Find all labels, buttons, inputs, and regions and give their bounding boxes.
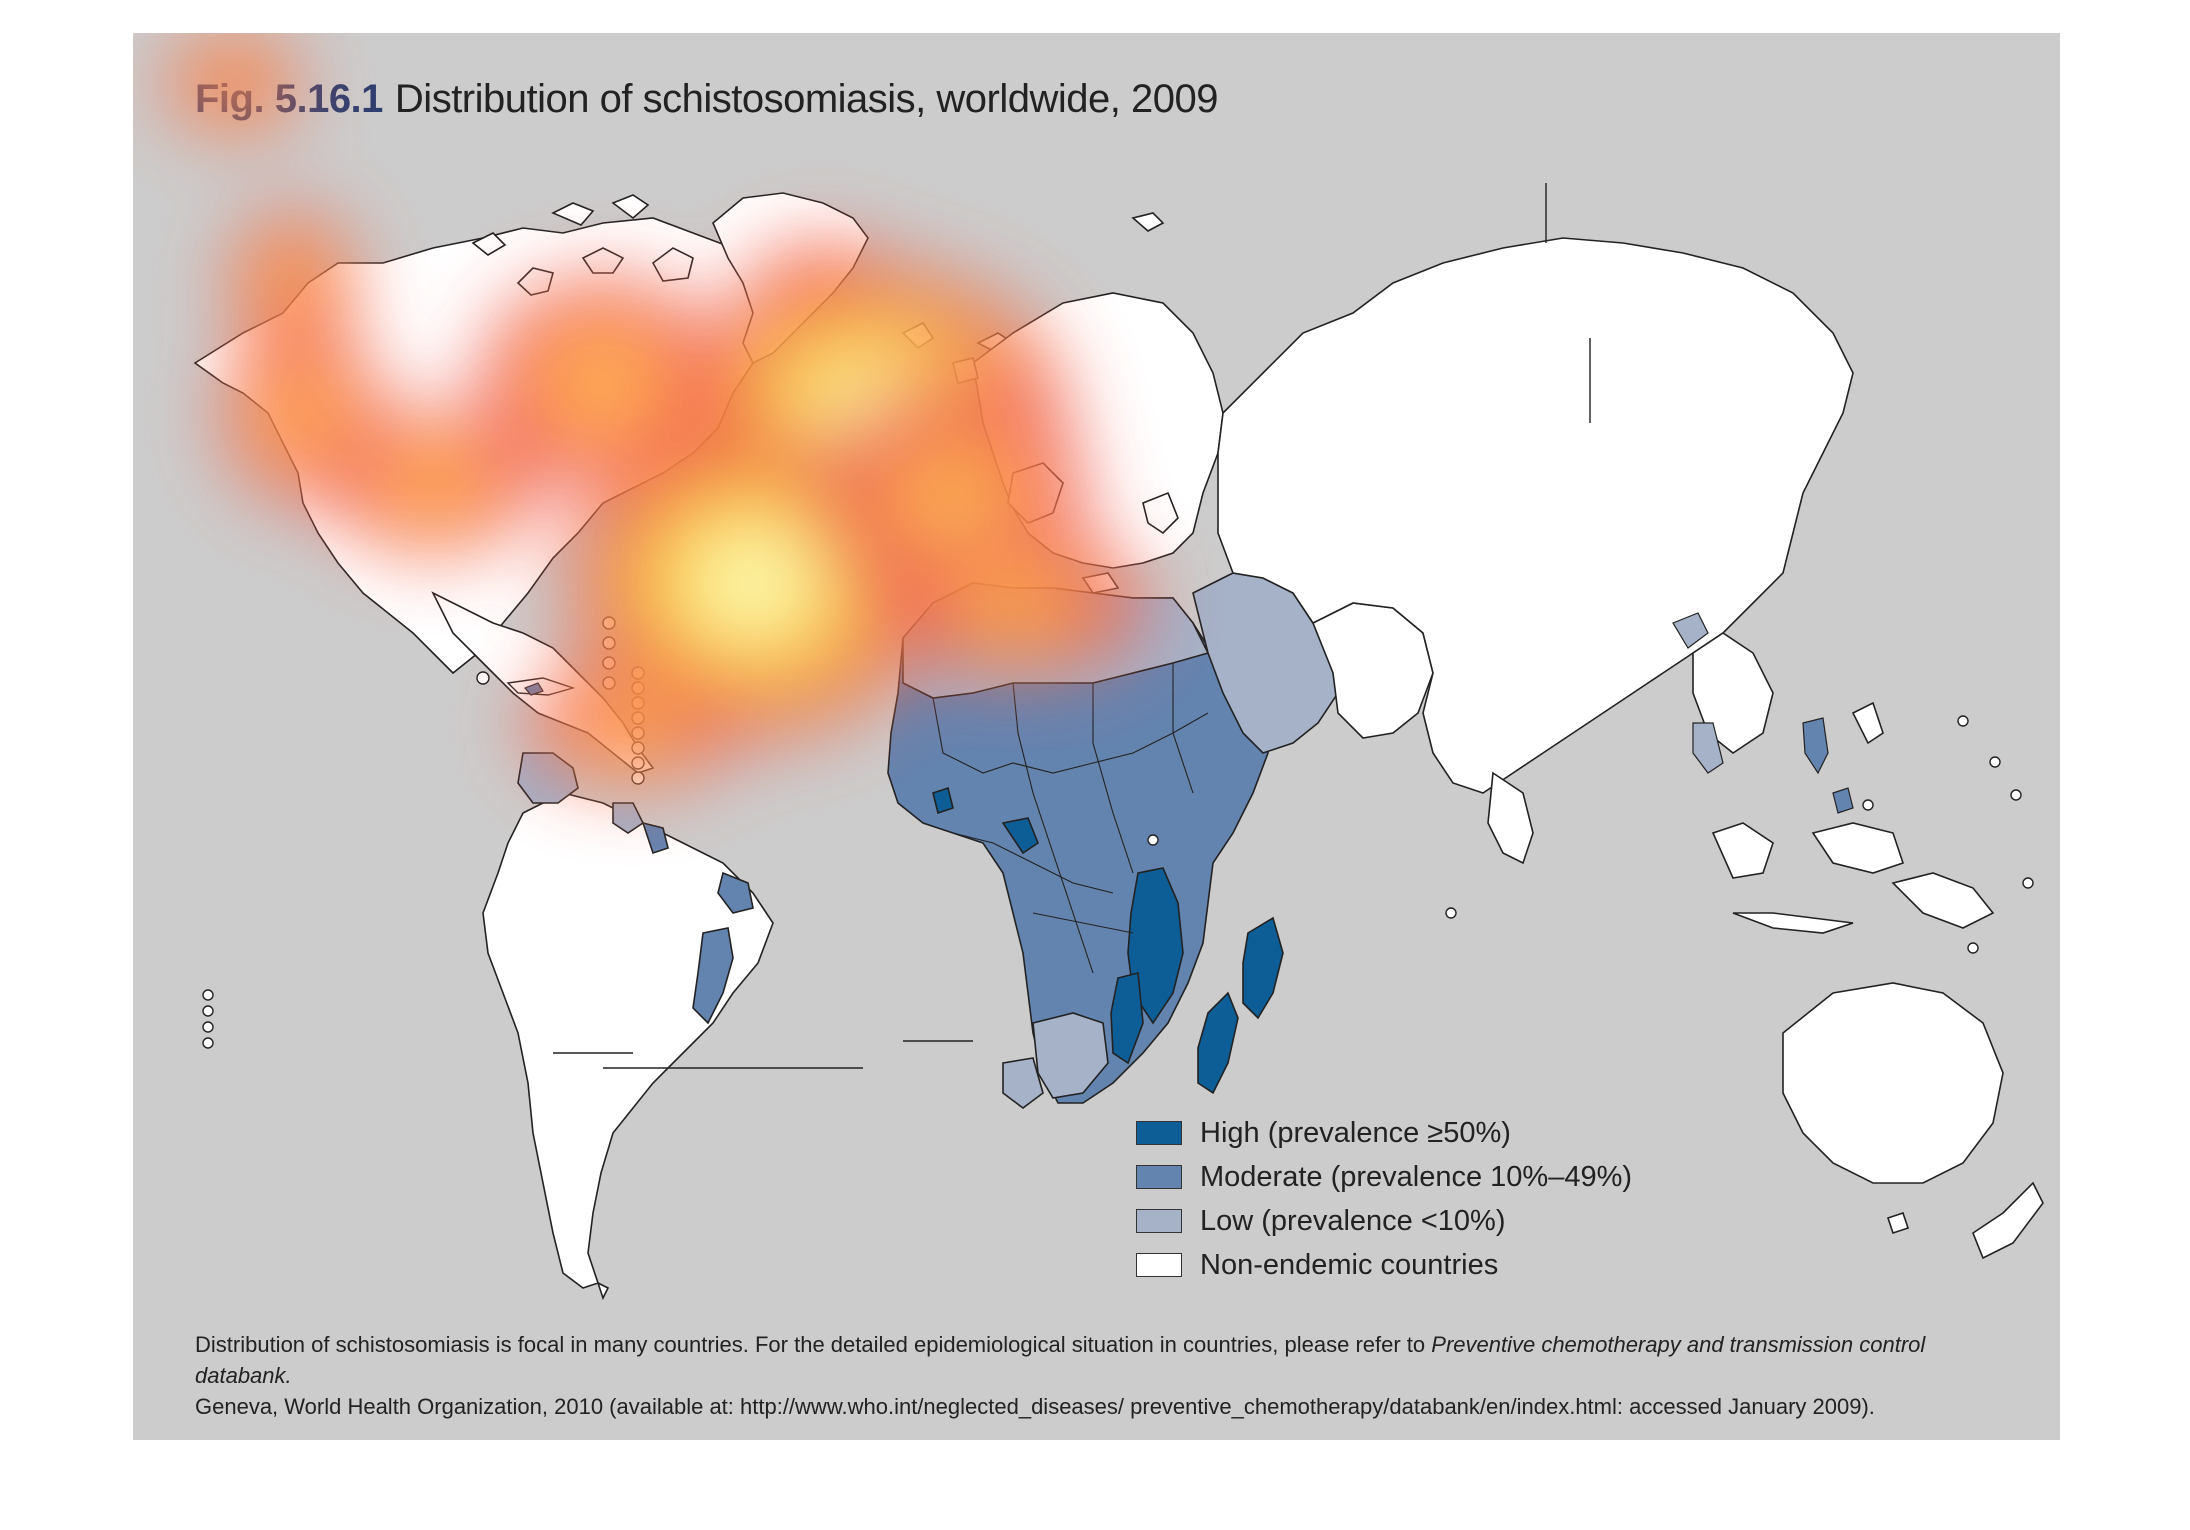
legend: High (prevalence ≥50%) Moderate (prevale…	[1136, 1111, 1632, 1287]
legend-swatch-low	[1136, 1209, 1182, 1233]
middle-east	[1192, 572, 1434, 754]
legend-label-low: Low (prevalence <10%)	[1200, 1204, 1506, 1237]
legend-item-non-endemic: Non-endemic countries	[1136, 1243, 1632, 1287]
world-map	[158, 33, 2044, 1301]
footnote-databank-title: Preventive chemotherapy and transmission…	[195, 1332, 1926, 1388]
mekong-endemic	[1692, 722, 1724, 774]
pacific-islands	[202, 715, 2034, 1049]
asia-low-endemic	[1672, 612, 1709, 649]
legend-swatch-moderate	[1136, 1165, 1182, 1189]
heatmap-overlay	[158, 33, 1163, 793]
philippines-endemic	[1802, 717, 1829, 775]
footnote-line2: Geneva, World Health Organization, 2010 …	[195, 1394, 1875, 1419]
sulawesi-endemic	[1832, 787, 1854, 814]
footnote-line1: Distribution of schistosomiasis is focal…	[195, 1332, 1432, 1357]
legend-label-high: High (prevalence ≥50%)	[1200, 1116, 1511, 1149]
footnote: Distribution of schistosomiasis is focal…	[195, 1329, 2015, 1422]
legend-swatch-non-endemic	[1136, 1253, 1182, 1277]
australia	[1782, 982, 2044, 1260]
legend-label-non-endemic: Non-endemic countries	[1200, 1248, 1499, 1281]
asia	[1217, 237, 1995, 934]
legend-label-moderate: Moderate (prevalence 10%–49%)	[1200, 1160, 1633, 1193]
legend-item-moderate: Moderate (prevalence 10%–49%)	[1136, 1155, 1632, 1199]
legend-item-high: High (prevalence ≥50%)	[1136, 1111, 1632, 1155]
legend-swatch-high	[1136, 1121, 1182, 1145]
south-america	[482, 752, 863, 1301]
figure-title-text: Distribution of schistosomiasis, worldwi…	[394, 77, 1219, 121]
legend-item-low: Low (prevalence <10%)	[1136, 1199, 1632, 1243]
